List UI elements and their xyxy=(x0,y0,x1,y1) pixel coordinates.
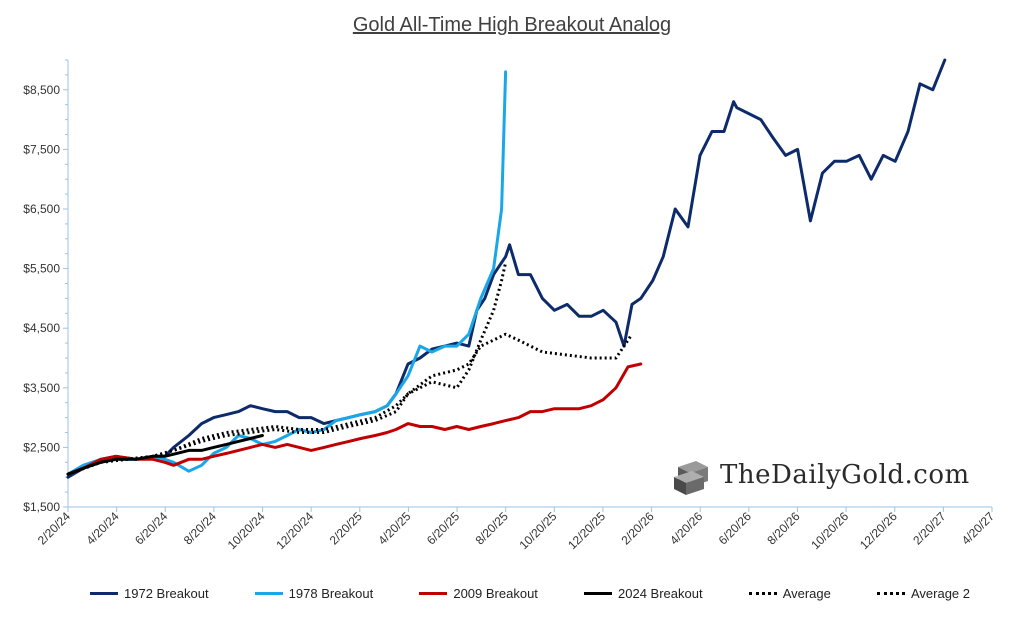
x-tick-label: 8/20/24 xyxy=(181,509,219,547)
gold-bar-logo-icon xyxy=(674,461,708,495)
x-tick-label: 2/20/26 xyxy=(618,509,656,547)
legend-item-5: Average xyxy=(748,585,831,601)
legend-swatch xyxy=(748,591,777,595)
legend-swatch xyxy=(876,591,905,595)
series-line-5 xyxy=(67,332,634,476)
legend-swatch xyxy=(419,591,448,595)
x-tick-label: 8/20/25 xyxy=(473,509,511,547)
chart-title: Gold All-Time High Breakout Analog xyxy=(352,14,672,36)
x-tick-label: 4/20/25 xyxy=(375,509,413,547)
y-tick-label: $8,500 xyxy=(23,83,60,97)
series-line-4 xyxy=(66,434,264,476)
legend-item-3: 2009 Breakout xyxy=(419,586,538,601)
y-tick-label: $3,500 xyxy=(23,381,60,395)
series-line-6 xyxy=(67,262,508,476)
watermark: TheDailyGold.com xyxy=(672,452,970,498)
y-tick-label: $5,500 xyxy=(23,262,60,276)
x-tick-label: 12/20/24 xyxy=(273,509,316,552)
legend-label: 2024 Breakout xyxy=(618,585,703,601)
watermark-text: TheDailyGold.com xyxy=(720,460,970,490)
legend: 1972 Breakout 1978 Breakout 2009 Breakout 2… xyxy=(90,583,970,603)
x-tick-label: 8/20/26 xyxy=(764,509,802,547)
legend-item-6: Average 2 xyxy=(876,585,970,601)
legend-swatch xyxy=(584,591,613,595)
series-line-3 xyxy=(66,362,643,476)
x-tick-label: 12/20/25 xyxy=(565,509,608,552)
x-tick-label: 10/20/24 xyxy=(225,509,268,552)
legend-label: 1972 Breakout xyxy=(124,585,209,601)
x-tick-label: 2/20/27 xyxy=(910,509,948,547)
legend-swatch xyxy=(90,591,118,595)
series-line-2 xyxy=(66,70,508,476)
x-tick-label: 6/20/25 xyxy=(424,509,462,547)
legend-label: Average xyxy=(782,585,831,601)
x-tick-label: 6/20/26 xyxy=(716,509,754,547)
x-tick-label: 6/20/24 xyxy=(132,509,170,547)
y-tick-label: $4,500 xyxy=(23,321,60,335)
series-layer xyxy=(66,58,947,479)
legend-item-2: 1978 Breakout xyxy=(254,585,374,601)
y-tick-label: $7,500 xyxy=(23,142,60,156)
y-tick-label: $6,500 xyxy=(23,202,60,216)
x-tick-label: 10/20/26 xyxy=(808,509,851,552)
x-tick-label: 4/20/26 xyxy=(667,509,705,547)
legend-swatch xyxy=(254,591,283,595)
y-tick-label: $1,500 xyxy=(23,500,60,514)
x-tick-label: 4/20/27 xyxy=(959,509,997,547)
x-tick-label: 2/20/24 xyxy=(35,509,73,547)
x-tick-label: 12/20/26 xyxy=(857,509,900,552)
legend-item-4: 2024 Breakout xyxy=(584,586,703,601)
y-tick-label: $2,500 xyxy=(23,440,60,454)
legend-item-1: 1972 Breakout xyxy=(90,586,209,601)
legend-label: 2009 Breakout xyxy=(453,585,538,601)
x-tick-label: 4/20/24 xyxy=(84,509,122,547)
legend-label: 1978 Breakout xyxy=(288,585,374,601)
x-tick-label: 10/20/25 xyxy=(517,509,560,552)
series-line-1 xyxy=(66,58,947,479)
x-tick-label: 2/20/25 xyxy=(327,509,365,547)
legend-label: Average 2 xyxy=(910,585,970,601)
